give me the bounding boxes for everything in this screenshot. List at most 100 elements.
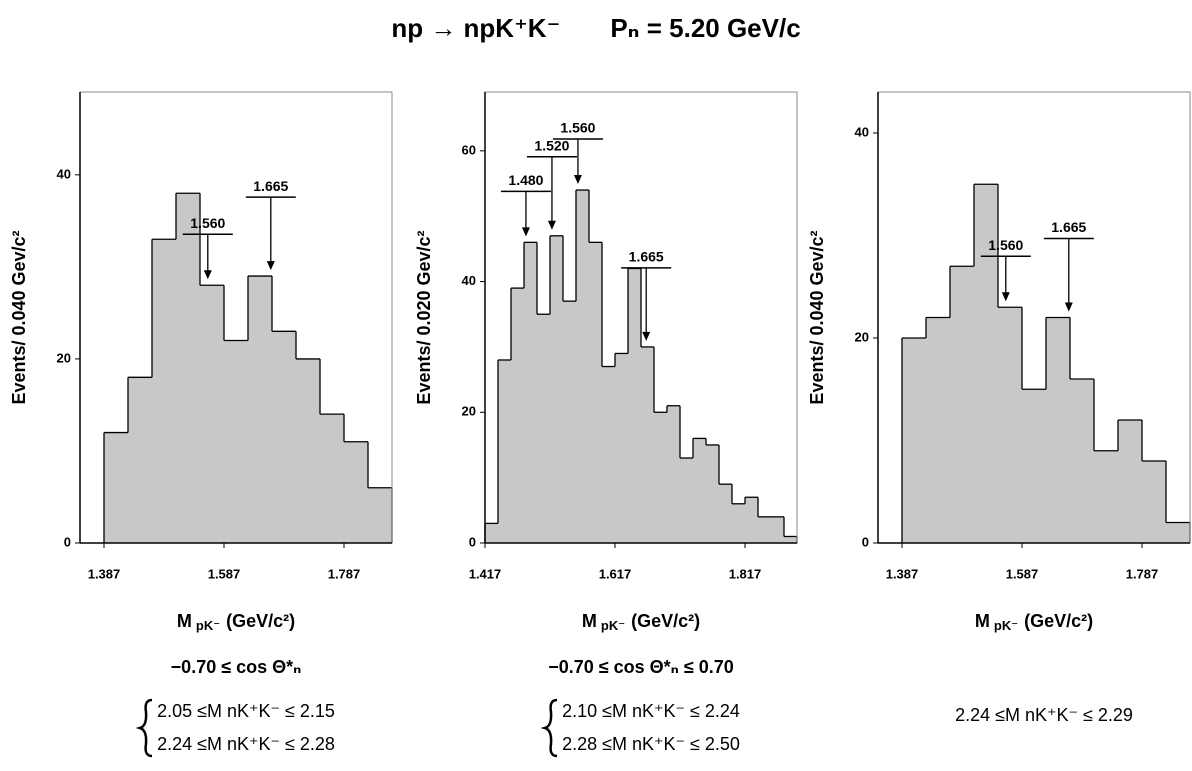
histogram-bar xyxy=(998,307,1022,543)
histogram-bar xyxy=(104,432,128,543)
y-tick-label: 0 xyxy=(469,534,476,549)
histogram-bar xyxy=(771,516,784,543)
angle-cut: −0.70 ≤ cos Θ*ₙ ≤ 0.70 xyxy=(548,657,734,677)
histogram-bar xyxy=(272,331,296,543)
histogram-bar xyxy=(1094,450,1118,543)
histogram-bar xyxy=(950,266,974,543)
histogram-bar xyxy=(1166,522,1190,543)
histogram-bar xyxy=(524,242,537,544)
histogram-bar xyxy=(200,285,224,543)
histogram-bar xyxy=(1070,379,1094,543)
mass-cut: 2.24 ≤M nK⁺K⁻ ≤ 2.29 xyxy=(955,705,1133,725)
y-tick-label: 0 xyxy=(862,534,869,549)
y-tick-label: 20 xyxy=(462,404,476,419)
x-tick-label: 1.417 xyxy=(469,566,502,581)
histogram-bar xyxy=(732,503,745,543)
histogram-bar xyxy=(641,346,654,543)
x-label-sub: pK⁻ xyxy=(196,618,220,633)
histogram-bar xyxy=(589,242,602,544)
histogram-bar xyxy=(128,377,152,543)
y-tick-label: 60 xyxy=(462,142,476,157)
histogram-bar xyxy=(563,301,576,543)
histogram-bar xyxy=(628,268,641,543)
histogram-bar xyxy=(1118,420,1142,543)
arrow-head xyxy=(203,270,212,280)
y-axis-label: Events/ 0.040 Gev/c² xyxy=(9,230,29,404)
x-tick-label: 1.617 xyxy=(599,566,632,581)
title-momentum: Pₙ = 5.20 GeV/c xyxy=(610,13,800,43)
histogram-bar xyxy=(680,458,693,543)
histogram-bar xyxy=(1022,389,1046,543)
histogram-bar xyxy=(745,497,758,543)
histogram-bar xyxy=(926,317,950,543)
arrow-head xyxy=(573,175,582,185)
x-tick-label: 1.387 xyxy=(886,566,919,581)
histogram-bar xyxy=(1142,461,1166,543)
y-tick-label: 0 xyxy=(64,534,71,549)
histogram-bar xyxy=(758,516,771,543)
y-tick-label: 40 xyxy=(57,166,71,181)
peak-label: 1.560 xyxy=(560,120,595,136)
y-tick-label: 20 xyxy=(57,350,71,365)
histogram-bar xyxy=(344,441,368,543)
x-label-unit: (GeV/c²) xyxy=(1024,611,1093,631)
x-label-sub: pK⁻ xyxy=(601,618,625,633)
histogram-bar xyxy=(224,340,248,543)
peak-label: 1.665 xyxy=(629,249,664,265)
arrow-head xyxy=(642,331,651,341)
histogram-bar xyxy=(719,484,732,543)
mass-cut: 2.10 ≤M nK⁺K⁻ ≤ 2.24 xyxy=(562,701,740,721)
x-label-unit: (GeV/c²) xyxy=(226,611,295,631)
angle-cut: −0.70 ≤ cos Θ*ₙ xyxy=(171,657,302,677)
histogram-bar xyxy=(706,444,719,543)
y-tick-label: 40 xyxy=(855,124,869,139)
y-axis-label: Events/ 0.040 Gev/c² xyxy=(807,230,827,404)
x-tick-label: 1.817 xyxy=(729,566,762,581)
title-reaction: np → npK⁺K⁻ xyxy=(391,13,560,43)
histogram-bar xyxy=(602,366,615,543)
histogram-bar xyxy=(784,536,797,543)
histogram-bar xyxy=(248,276,272,543)
x-label-main: M xyxy=(975,611,990,631)
histogram-bar xyxy=(667,405,680,543)
y-axis-label: Events/ 0.020 Gev/c² xyxy=(414,230,434,404)
arrow-head xyxy=(266,261,275,271)
x-label-main: M xyxy=(177,611,192,631)
histogram-bar xyxy=(974,184,998,543)
histogram-bar xyxy=(511,288,524,543)
histogram-bar xyxy=(485,523,498,543)
peak-label: 1.520 xyxy=(534,138,569,154)
x-tick-label: 1.587 xyxy=(208,566,241,581)
histogram-bar xyxy=(498,359,511,543)
peak-label: 1.665 xyxy=(253,178,288,194)
arrow-head xyxy=(1001,292,1010,302)
brace xyxy=(135,698,153,758)
histogram-bar xyxy=(550,235,563,543)
mass-cut: 2.05 ≤M nK⁺K⁻ ≤ 2.15 xyxy=(157,701,335,721)
x-tick-label: 1.787 xyxy=(1126,566,1159,581)
arrow-head xyxy=(1064,302,1073,312)
x-tick-label: 1.387 xyxy=(88,566,121,581)
histogram-bar xyxy=(176,193,200,543)
peak-label: 1.480 xyxy=(508,172,543,188)
x-tick-label: 1.587 xyxy=(1006,566,1039,581)
brace xyxy=(540,698,558,758)
histogram-bar xyxy=(902,338,926,543)
arrow-head xyxy=(521,227,530,237)
x-label-main: M xyxy=(582,611,597,631)
histogram-bar xyxy=(693,438,706,543)
histogram-bar xyxy=(537,314,550,543)
peak-label: 1.560 xyxy=(190,215,225,231)
x-label-unit: (GeV/c²) xyxy=(631,611,700,631)
histogram-bar xyxy=(368,487,392,543)
histogram-bar xyxy=(296,358,320,543)
y-tick-label: 20 xyxy=(855,329,869,344)
y-tick-label: 40 xyxy=(462,273,476,288)
histogram-bar xyxy=(576,190,589,544)
peak-label: 1.560 xyxy=(988,237,1023,253)
histogram-bar xyxy=(320,414,344,543)
figure-title: np → npK⁺K⁻ Pₙ = 5.20 GeV/c xyxy=(391,13,800,43)
